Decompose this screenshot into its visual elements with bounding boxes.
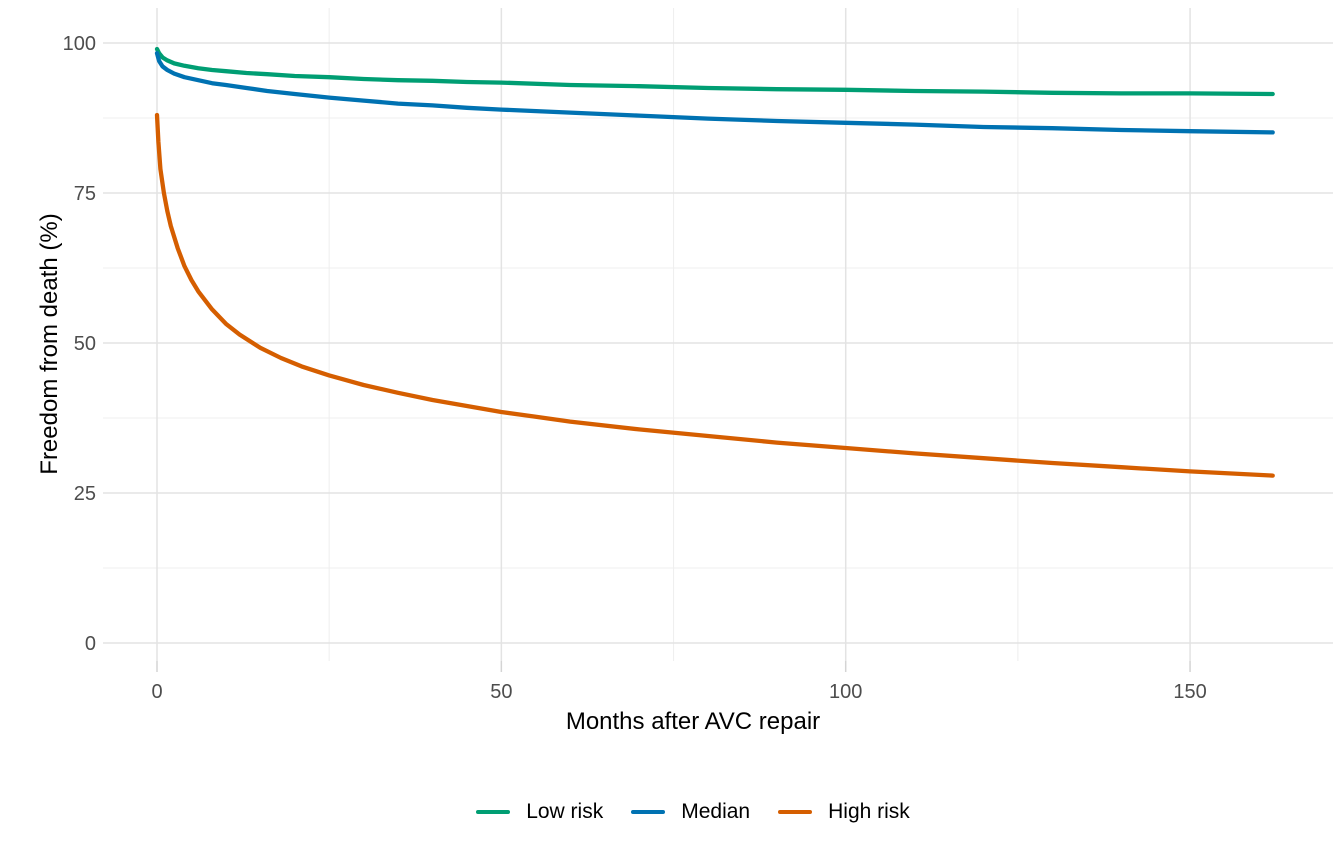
x-tick-label: 0	[151, 681, 162, 703]
series-line-high-risk	[154, 112, 1275, 478]
legend-item-label: Low risk	[526, 800, 604, 823]
legend-item-low-risk: Low risk	[476, 800, 603, 824]
legend-item-label: Median	[681, 800, 751, 823]
y-axis-title: Freedom from death (%)	[36, 213, 63, 475]
y-tick-label: 50	[74, 333, 96, 355]
x-axis-title: Months after AVC repair	[565, 708, 821, 735]
legend: Low risk Median High risk	[103, 794, 1283, 830]
series-line-low-risk	[154, 46, 1275, 97]
x-tick-label: 50	[490, 681, 512, 703]
x-tick-label: 150	[1173, 681, 1206, 703]
legend-key-line	[631, 809, 666, 815]
series-line-median	[154, 51, 1275, 135]
x-tick-label: 100	[829, 681, 862, 703]
legend-key-line	[476, 809, 511, 815]
y-tick-label: 0	[85, 633, 96, 655]
y-tick-label: 25	[74, 483, 96, 505]
y-tick-label: 75	[74, 183, 96, 205]
legend-item-label: High risk	[828, 800, 910, 823]
legend-item-high-risk: High risk	[778, 800, 910, 824]
legend-key-line	[778, 809, 813, 815]
y-tick-label: 100	[63, 33, 96, 55]
legend-item-median: Median	[631, 800, 750, 824]
